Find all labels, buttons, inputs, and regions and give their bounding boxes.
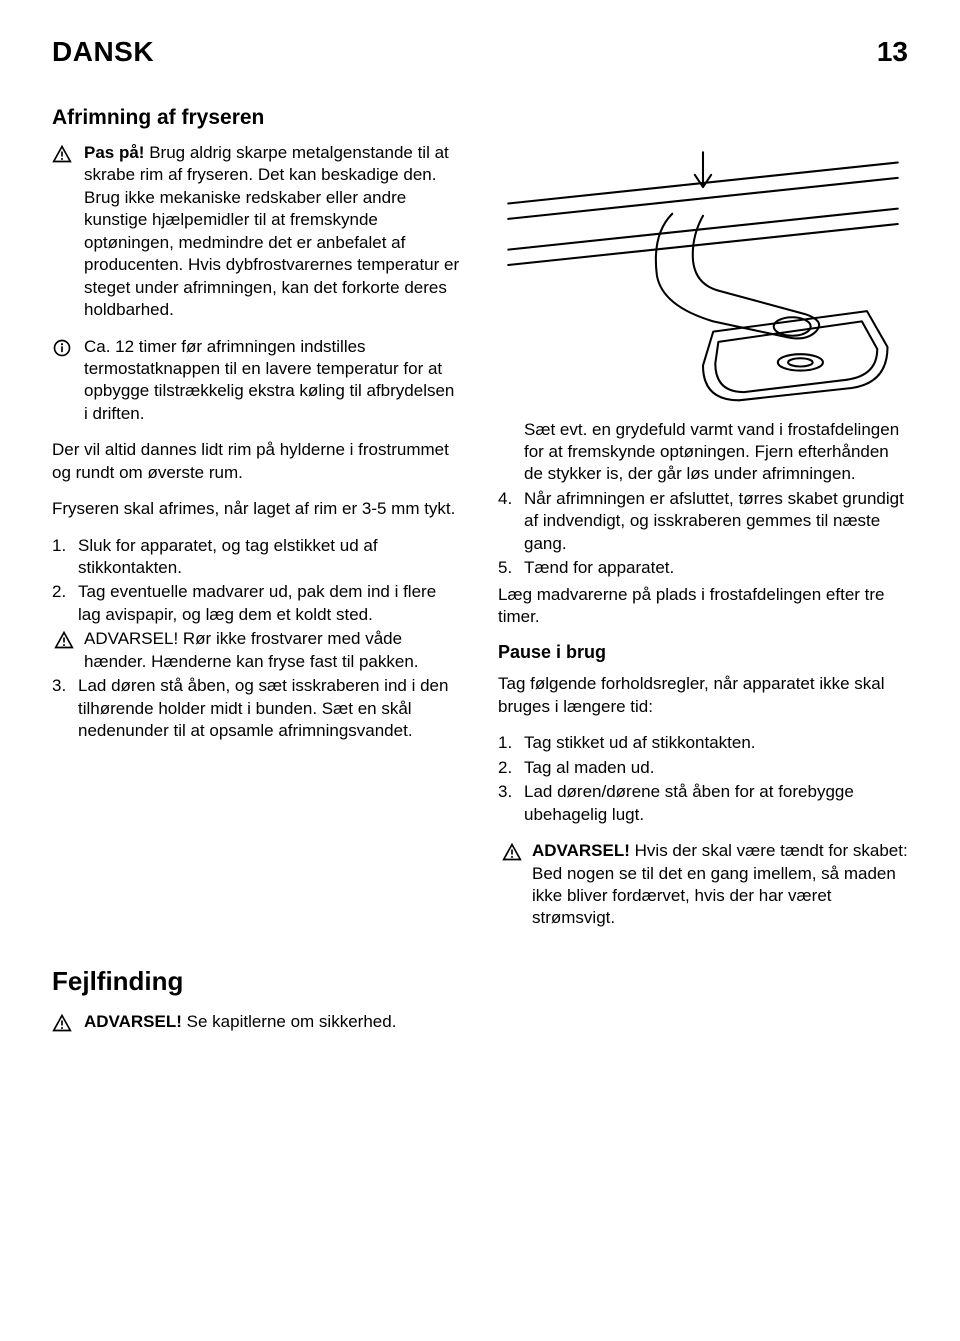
step-3: Lad døren stå åben, og sæt isskraberen i… — [52, 675, 462, 742]
troubleshoot-warning-body: Se kapitlerne om sikkerhed. — [182, 1012, 397, 1031]
paragraph-2: Fryseren skal afrimes, når laget af rim … — [52, 498, 462, 520]
pause-warning-bold: ADVARSEL! — [532, 841, 630, 860]
steps-list-right: Når afrimningen er afsluttet, tørres ska… — [498, 488, 908, 580]
pause-steps: Tag stikket ud af stikkontakten. Tag al … — [498, 732, 908, 826]
warning-icon — [52, 1011, 74, 1038]
warning-callout-1: Pas på! Brug aldrig skarpe metalgenstand… — [52, 142, 462, 322]
step-2-warning-text: ADVARSEL! Rør ikke frostvarer med våde h… — [84, 628, 462, 673]
pause-warning-text: ADVARSEL! Hvis der skal være tændt for s… — [532, 840, 908, 930]
step-2-text: Tag eventuelle madvarer ud, pak dem ind … — [78, 582, 436, 623]
diagram-caption: Sæt evt. en grydefuld varmt vand i frost… — [498, 419, 908, 486]
language-title: DANSK — [52, 36, 154, 68]
info-icon — [52, 336, 74, 426]
pause-intro: Tag følgende forholdsregler, når apparat… — [498, 673, 908, 718]
warning-icon — [52, 142, 74, 322]
after-steps-paragraph: Læg madvarerne på plads i frostafdelinge… — [498, 584, 908, 629]
section-title: Afrimning af fryseren — [52, 106, 908, 130]
troubleshoot-warning-bold: ADVARSEL! — [84, 1012, 182, 1031]
step-2: Tag eventuelle madvarer ud, pak dem ind … — [52, 581, 462, 673]
warning-icon — [498, 840, 522, 930]
steps-list-left: Sluk for apparatet, og tag elstikket ud … — [52, 535, 462, 743]
troubleshoot-warning-text: ADVARSEL! Se kapitlerne om sikkerhed. — [84, 1011, 472, 1038]
step-2-warning-bold: ADVARSEL! — [84, 629, 178, 648]
info-callout-1: Ca. 12 timer før afrimningen indstilles … — [52, 336, 462, 426]
troubleshoot-heading: Fejlfinding — [52, 966, 908, 997]
page-number: 13 — [877, 36, 908, 68]
warning-body-1: Brug aldrig skarpe metalgenstande til at… — [84, 143, 459, 319]
pause-step-1: Tag stikket ud af stikkontakten. — [498, 732, 908, 754]
troubleshoot-warning: ADVARSEL! Se kapitlerne om sikkerhed. — [52, 1011, 472, 1038]
warning-icon — [52, 628, 74, 673]
pause-warning: ADVARSEL! Hvis der skal være tændt for s… — [498, 840, 908, 930]
step-1: Sluk for apparatet, og tag elstikket ud … — [52, 535, 462, 580]
left-column: Pas på! Brug aldrig skarpe metalgenstand… — [52, 142, 462, 944]
paragraph-1: Der vil altid dannes lidt rim på hyldern… — [52, 439, 462, 484]
pause-heading: Pause i brug — [498, 642, 908, 663]
pause-step-3: Lad døren/dørene stå åben for at forebyg… — [498, 781, 908, 826]
warning-text-1: Pas på! Brug aldrig skarpe metalgenstand… — [84, 142, 462, 322]
info-text-1: Ca. 12 timer før afrimningen indstilles … — [84, 336, 462, 426]
defrost-diagram — [498, 142, 908, 409]
step-2-warning: ADVARSEL! Rør ikke frostvarer med våde h… — [52, 628, 462, 673]
right-column: Sæt evt. en grydefuld varmt vand i frost… — [498, 142, 908, 944]
step-5: Tænd for apparatet. — [498, 557, 908, 579]
warning-bold-1: Pas på! — [84, 143, 144, 162]
pause-step-2: Tag al maden ud. — [498, 757, 908, 779]
step-4: Når afrimningen er afsluttet, tørres ska… — [498, 488, 908, 555]
